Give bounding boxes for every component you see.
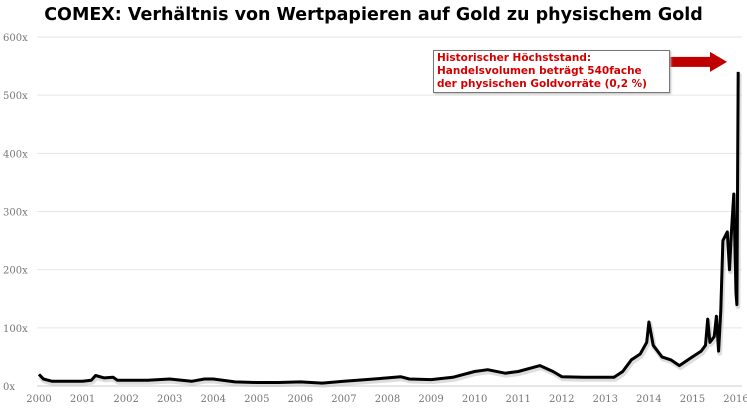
x-tick-label: 2000 [26, 394, 51, 405]
annotation-box: Historischer Höchststand: Handelsvolumen… [433, 50, 670, 93]
series-line-shadow [38, 73, 742, 388]
x-tick-label: 2014 [636, 394, 661, 405]
x-tick-label: 2006 [288, 394, 313, 405]
y-tick-label: 100x [3, 324, 28, 335]
x-tick-label: 2005 [244, 394, 269, 405]
chart-title: COMEX: Verhältnis von Wertpapieren auf G… [44, 5, 703, 25]
annotation-line-2: Handelsvolumen beträgt 540fache [437, 65, 642, 77]
y-tick-label: 300x [3, 208, 28, 219]
y-tick-label: 200x [3, 266, 28, 277]
x-tick-label: 2008 [375, 394, 400, 405]
x-tick-label: 2004 [201, 394, 226, 405]
x-tick-label: 2012 [549, 394, 574, 405]
y-tick-label: 400x [3, 149, 28, 160]
x-tick-label: 2016 [723, 394, 747, 405]
annotation-line-1: Historischer Höchststand: [437, 52, 592, 64]
x-tick-label: 2013 [593, 394, 618, 405]
x-tick-label: 2002 [113, 394, 138, 405]
y-tick-label: 600x [3, 33, 28, 44]
x-tick-label: 2003 [157, 394, 182, 405]
y-tick-label: 500x [3, 91, 28, 102]
series-line [37, 71, 740, 385]
x-tick-label: 2011 [505, 394, 530, 405]
arrow-shaft [666, 56, 710, 67]
x-tick-label: 2010 [462, 394, 487, 405]
y-tick-label: 0x [3, 382, 15, 393]
x-tick-label: 2007 [331, 394, 356, 405]
annotation-line-3: der physischen Goldvorräte (0,2 %) [437, 78, 647, 90]
x-tick-label: 2015 [680, 394, 705, 405]
x-tick-label: 2009 [418, 394, 443, 405]
arrow-head-icon [710, 51, 727, 72]
x-tick-label: 2001 [70, 394, 95, 405]
